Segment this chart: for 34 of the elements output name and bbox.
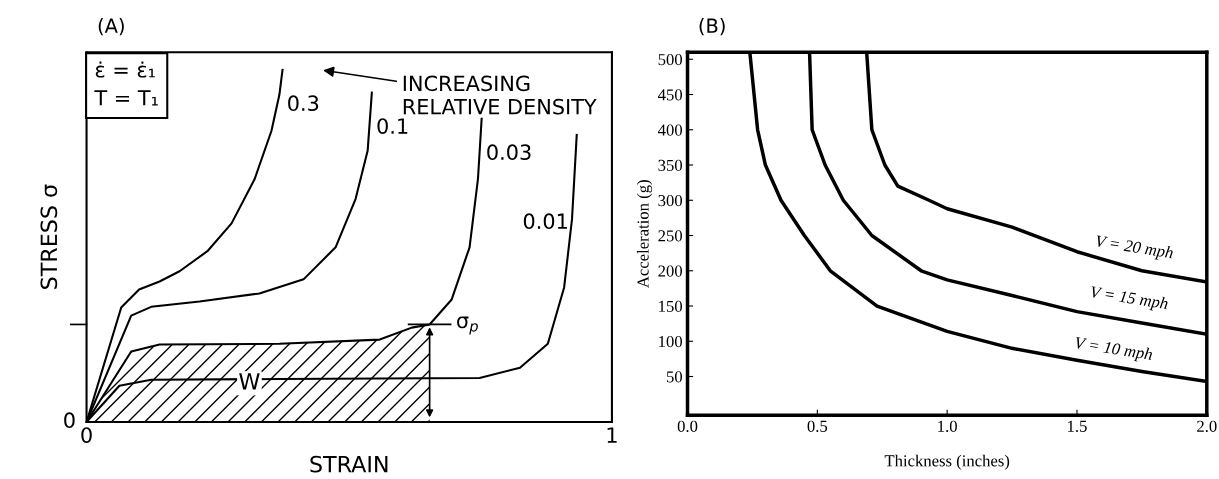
- x-axis-title: STRAIN: [310, 455, 388, 473]
- annotation: W: [239, 373, 260, 390]
- series-label: 0.01: [523, 213, 567, 230]
- y-tick-label: 50: [666, 371, 683, 383]
- series-label: 0.03: [487, 144, 531, 161]
- y-tick-label: 450: [657, 89, 683, 101]
- legend-label: 0.3: [288, 95, 319, 112]
- annotation: V = 15 mph: [1089, 285, 1169, 313]
- x-tick-label: 1.5: [1068, 420, 1087, 432]
- y-tick-label: 250: [658, 230, 683, 242]
- x-axis-title: Thickness (inches): [884, 454, 1010, 470]
- y-tick-label: 350: [658, 159, 683, 171]
- y-axis-title: Acceleration (g): [636, 180, 653, 288]
- x-tick-label: 1: [607, 427, 617, 443]
- x-tick-label: 2.0: [1197, 420, 1217, 432]
- x-tick-label: 1.0: [938, 420, 957, 432]
- y-tick-label: 200: [658, 265, 683, 277]
- chart-title: (B): [699, 18, 725, 36]
- x-tick-label: 0: [81, 427, 92, 443]
- y-tick-label: 150: [659, 300, 683, 312]
- y-tick-label: 500: [658, 53, 683, 66]
- annotation: σ$_{p}$: [457, 316, 478, 335]
- y-axis-title: STRESS σ: [40, 184, 58, 289]
- x-tick-label: 0.5: [807, 420, 828, 432]
- y-tick-label: 100: [659, 335, 683, 348]
- annotation: INCREASING RELATIVE DENSITY: [403, 75, 597, 115]
- x-tick-label: 0.0: [677, 420, 698, 432]
- annotation: V = 20 mph: [1094, 234, 1174, 262]
- chart-title: (A): [98, 18, 124, 36]
- annotation: ε̇ = ε̇₁ T = T₁: [94, 61, 158, 106]
- y-tick-label: 300: [658, 194, 683, 207]
- annotation: V = 10 mph: [1074, 336, 1153, 364]
- y-tick-label: 400: [657, 124, 683, 136]
- series-label: 0.1: [377, 118, 408, 134]
